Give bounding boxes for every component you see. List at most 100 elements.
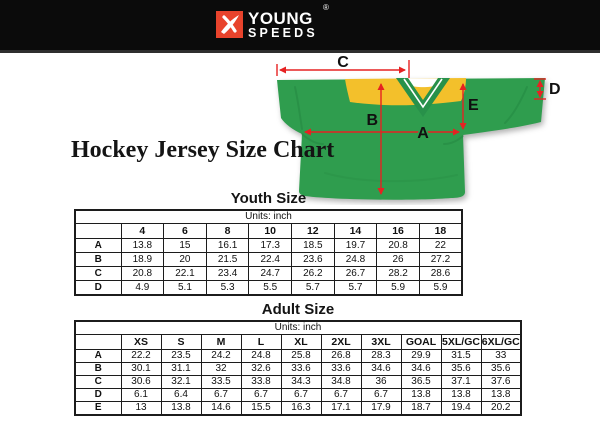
row-label: A (74, 349, 122, 363)
size-value: 26.2 (291, 266, 335, 281)
size-value: 5.3 (205, 280, 250, 296)
size-value: 33 (480, 349, 522, 363)
size-value: 16.1 (205, 238, 250, 253)
size-value: 5.7 (291, 280, 335, 296)
size-value: 28.3 (360, 349, 402, 363)
size-value: 27.2 (418, 252, 463, 267)
column-header: M (200, 334, 242, 350)
size-value: 17.3 (248, 238, 292, 253)
size-value: 13.8 (400, 388, 442, 402)
size-value: 36 (360, 375, 402, 389)
header-row: XS S M L XL 2XL 3XL GOAL 5XL/GC 6XL/GC (74, 334, 522, 350)
size-value: 34.8 (320, 375, 362, 389)
size-value: 6.7 (320, 388, 362, 402)
table-row: A 22.2 23.5 24.2 24.8 25.8 26.8 28.3 29.9 31.5 33 (74, 349, 522, 363)
size-value: 6.7 (200, 388, 242, 402)
size-value: 20.8 (120, 266, 165, 281)
size-value: 17.9 (360, 401, 402, 416)
youth-size-table-grid: Units: inch 4 6 8 10 12 14 16 18 A 13.8 15 16.1 17.3 1… (74, 209, 463, 296)
column-header: 12 (291, 223, 335, 239)
size-value: 22.2 (120, 349, 162, 363)
size-value: 6.7 (360, 388, 402, 402)
size-value: 6.7 (240, 388, 282, 402)
corner-cell (74, 223, 122, 239)
column-header: GOAL (400, 334, 442, 350)
size-value: 33.6 (280, 362, 322, 376)
brand-name-young: YOUNG (248, 9, 313, 28)
dimension-e: E (459, 83, 481, 130)
size-value: 32.1 (160, 375, 202, 389)
swoosh-glyph (221, 15, 239, 34)
size-value: 29.9 (400, 349, 442, 363)
size-value: 16.3 (280, 401, 322, 416)
units-label: Units: inch (74, 209, 463, 224)
size-value: 20 (163, 252, 207, 267)
size-value: 31.1 (160, 362, 202, 376)
size-value: 35.6 (480, 362, 522, 376)
column-header: XL (280, 334, 322, 350)
size-value: 13.8 (480, 388, 522, 402)
row-label: E (74, 401, 122, 416)
dim-label-a: A (417, 125, 429, 142)
units-row: Units: inch (74, 320, 522, 335)
size-value: 32.6 (240, 362, 282, 376)
size-value: 6.7 (280, 388, 322, 402)
size-value: 22.4 (248, 252, 292, 267)
size-value: 33.6 (320, 362, 362, 376)
size-value: 28.2 (376, 266, 420, 281)
column-header: 18 (418, 223, 463, 239)
size-value: 17.1 (320, 401, 362, 416)
jersey-size-diagram: C B A E D (276, 55, 561, 200)
row-label: D (74, 388, 122, 402)
size-value: 20.2 (480, 401, 522, 416)
column-header: XS (120, 334, 162, 350)
size-value: 18.9 (120, 252, 165, 267)
size-value: 34.6 (400, 362, 442, 376)
size-value: 24.8 (333, 252, 378, 267)
size-value: 15 (163, 238, 207, 253)
size-value: 23.5 (160, 349, 202, 363)
collar (396, 78, 450, 117)
youth-size-table: Units: inch 4 6 8 10 12 14 16 18 A 13.8 15 16.1 17.3 1… (74, 209, 463, 296)
size-value: 34.3 (280, 375, 322, 389)
column-header: 10 (248, 223, 292, 239)
dim-label-e: E (468, 97, 479, 114)
column-header: 5XL/GC (440, 334, 482, 350)
size-value: 23.4 (205, 266, 250, 281)
table-row: D 6.1 6.4 6.7 6.7 6.7 6.7 6.7 13.8 13.8 13.8 (74, 388, 522, 402)
size-value: 25.8 (280, 349, 322, 363)
dim-label-c: C (337, 55, 349, 71)
size-value: 26.8 (320, 349, 362, 363)
jersey-illustration (277, 78, 545, 200)
size-value: 24.2 (200, 349, 242, 363)
size-value: 36.5 (400, 375, 442, 389)
dim-label-b: B (366, 112, 378, 129)
table-row: B 18.9 20 21.5 22.4 23.6 24.8 26 27.2 (74, 252, 463, 267)
size-value: 30.6 (120, 375, 162, 389)
size-value: 19.4 (440, 401, 482, 416)
table-row: E 13 13.8 14.6 15.5 16.3 17.1 17.9 18.7 19.4 20.2 (74, 401, 522, 416)
table-row: C 20.8 22.1 23.4 24.7 26.2 26.7 28.2 28.6 (74, 266, 463, 281)
dim-label-d: D (549, 81, 561, 98)
size-value: 33.8 (240, 375, 282, 389)
size-value: 37.1 (440, 375, 482, 389)
column-header: 8 (205, 223, 250, 239)
size-value: 19.7 (333, 238, 378, 253)
table-row: A 13.8 15 16.1 17.3 18.5 19.7 20.8 22 (74, 238, 463, 253)
jersey-body (277, 78, 545, 200)
column-header: 6 (163, 223, 207, 239)
size-value: 18.5 (291, 238, 335, 253)
adult-section-heading: Adult Size (261, 301, 335, 318)
size-value: 5.9 (418, 280, 463, 296)
size-value: 26.7 (333, 266, 378, 281)
size-value: 5.1 (163, 280, 207, 296)
size-value: 22.1 (163, 266, 207, 281)
size-value: 15.5 (240, 401, 282, 416)
dimension-c: C (276, 55, 410, 78)
size-value: 32 (200, 362, 242, 376)
youngspeeds-logo: YOUNG SPEEDS ® (216, 4, 329, 39)
table-row: B 30.1 31.1 32 32.6 33.6 33.6 34.6 34.6 35.6 35.6 (74, 362, 522, 376)
size-value: 33.5 (200, 375, 242, 389)
size-value: 13.8 (440, 388, 482, 402)
page-title: Hockey Jersey Size Chart (71, 137, 335, 163)
